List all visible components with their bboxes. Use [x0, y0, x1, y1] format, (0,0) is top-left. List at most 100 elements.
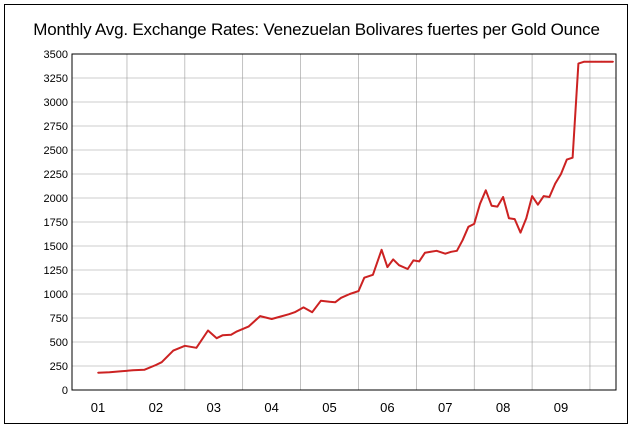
- data-point: [328, 300, 331, 303]
- data-point: [571, 156, 574, 159]
- data-point: [519, 231, 522, 234]
- data-point: [566, 158, 568, 161]
- data-point: [577, 62, 580, 65]
- data-point: [485, 189, 487, 192]
- data-point: [155, 364, 157, 366]
- x-tick-label: 06: [380, 400, 394, 415]
- y-tick-label: 0: [62, 385, 68, 397]
- plot-border: [71, 53, 617, 391]
- data-point: [450, 251, 452, 253]
- data-point: [340, 297, 342, 299]
- data-point: [247, 325, 250, 328]
- data-point: [132, 369, 134, 372]
- series-layer: [97, 60, 614, 374]
- data-point: [418, 260, 421, 263]
- axis-layer: 0 250 500 750 1000 1250 1500 1750 2000 2250 2500 27…: [44, 49, 617, 415]
- x-tick-label: 03: [207, 400, 221, 415]
- y-tick-label: 1500: [44, 241, 68, 253]
- data-point: [215, 337, 218, 340]
- data-point: [473, 223, 476, 225]
- data-point: [372, 274, 374, 276]
- data-point: [525, 217, 528, 219]
- y-tick-label: 500: [50, 337, 68, 349]
- y-tick-label: 2750: [44, 121, 68, 133]
- data-point: [230, 334, 232, 336]
- data-point: [479, 203, 481, 205]
- data-point: [160, 361, 163, 364]
- x-tick-label: 08: [496, 400, 510, 415]
- data-point: [467, 226, 470, 228]
- data-point: [259, 315, 261, 317]
- y-tick-label: 2000: [44, 193, 68, 205]
- data-point: [236, 330, 238, 333]
- data-point: [496, 205, 499, 208]
- data-point: [508, 217, 510, 219]
- data-point: [502, 196, 504, 198]
- data-point: [531, 195, 533, 197]
- data-point: [513, 218, 516, 220]
- y-tick-label: 3250: [44, 73, 68, 85]
- data-point: [279, 315, 282, 318]
- data-point: [386, 266, 389, 268]
- data-point: [108, 371, 111, 374]
- grid-layer: [72, 53, 616, 391]
- data-point: [430, 251, 432, 253]
- data-point: [311, 311, 314, 314]
- series-line: [97, 60, 614, 374]
- data-point: [435, 250, 438, 252]
- data-point: [560, 173, 562, 175]
- data-point: [444, 252, 447, 255]
- data-point: [537, 203, 539, 206]
- data-point: [294, 311, 296, 314]
- data-point: [207, 329, 209, 332]
- data-point: [320, 299, 322, 302]
- data-point: [554, 182, 556, 185]
- data-point: [288, 313, 290, 316]
- data-point: [609, 60, 611, 63]
- y-tick-label: 1000: [44, 289, 68, 301]
- data-point: [270, 318, 273, 320]
- y-tick-label: 2500: [44, 145, 68, 157]
- chart-frame: [4, 4, 628, 424]
- data-point: [594, 60, 597, 63]
- chart-title: Monthly Avg. Exchange Rates: Venezuelan …: [33, 20, 600, 39]
- data-point: [380, 249, 383, 251]
- y-tick-label: 3000: [44, 97, 68, 109]
- data-point: [334, 301, 337, 304]
- x-tick-label: 07: [438, 400, 452, 415]
- data-point: [600, 60, 603, 63]
- data-point: [583, 60, 585, 63]
- data-point: [172, 349, 175, 352]
- data-point: [424, 251, 426, 254]
- data-point: [406, 268, 409, 270]
- data-point: [120, 370, 122, 373]
- data-point: [302, 306, 305, 309]
- data-point: [398, 264, 400, 267]
- data-point: [542, 195, 545, 197]
- y-tick-label: 2250: [44, 169, 68, 181]
- data-point: [143, 369, 146, 371]
- y-tick-label: 3500: [44, 49, 68, 61]
- y-tick-label: 1250: [44, 265, 68, 277]
- data-point: [603, 60, 606, 63]
- data-point: [184, 345, 186, 347]
- x-tick-label: 09: [554, 400, 568, 415]
- data-point: [221, 334, 224, 337]
- data-point: [548, 196, 551, 198]
- data-point: [589, 60, 591, 63]
- data-point: [349, 293, 351, 295]
- y-tick-label: 1750: [44, 217, 68, 229]
- data-point: [412, 259, 415, 262]
- data-point: [490, 204, 493, 207]
- data-point: [612, 60, 614, 63]
- data-point: [357, 290, 360, 292]
- data-point: [97, 371, 99, 374]
- data-point: [363, 276, 366, 279]
- y-tick-label: 750: [50, 313, 68, 325]
- y-tick-label: 250: [50, 361, 68, 373]
- x-tick-label: 02: [149, 400, 163, 415]
- data-point: [456, 250, 458, 252]
- x-tick-label: 04: [264, 400, 278, 415]
- x-tick-label: 01: [91, 400, 105, 415]
